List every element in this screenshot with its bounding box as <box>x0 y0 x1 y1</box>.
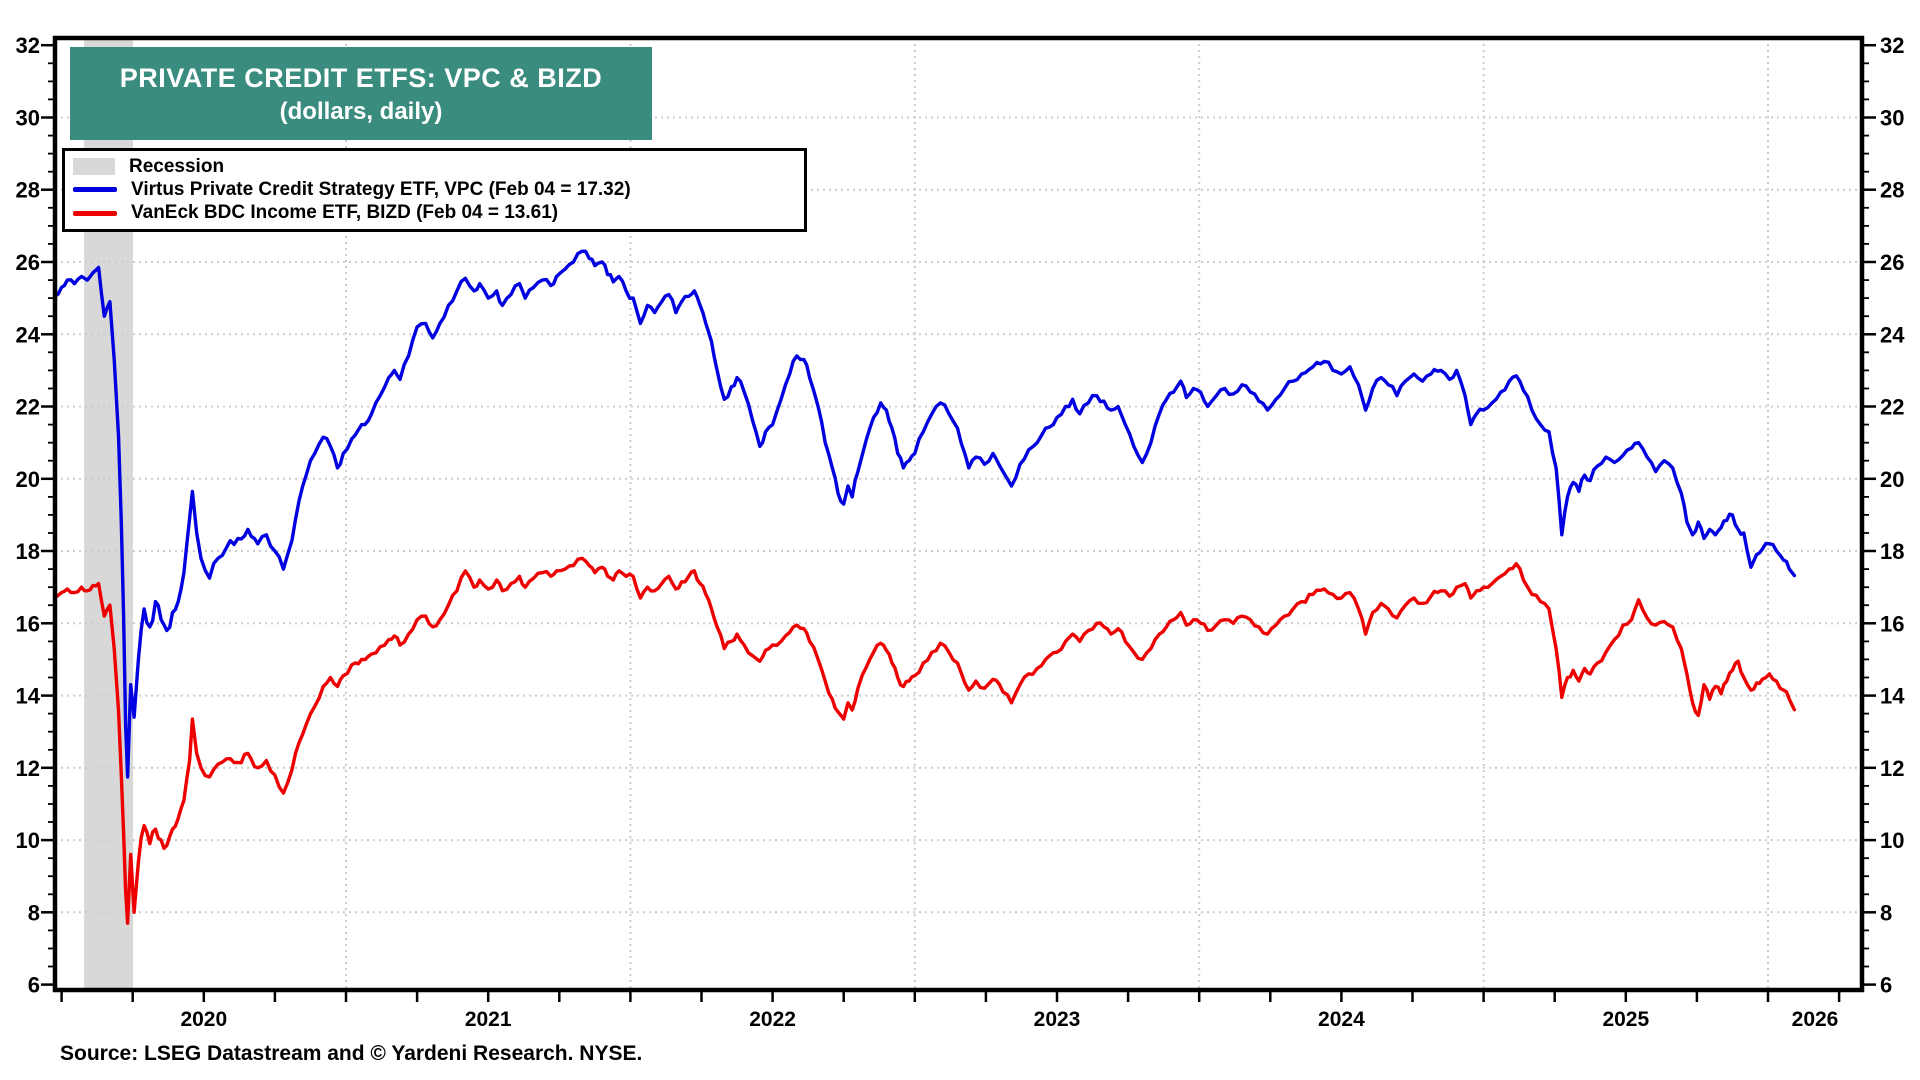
svg-text:14: 14 <box>1880 684 1905 709</box>
svg-text:2025: 2025 <box>1602 1008 1649 1031</box>
legend-box: Recession Virtus Private Credit Strategy… <box>62 148 807 232</box>
svg-text:28: 28 <box>16 178 40 203</box>
svg-text:24: 24 <box>16 322 41 347</box>
legend-label: Virtus Private Credit Strategy ETF, VPC … <box>131 178 631 200</box>
svg-text:16: 16 <box>1880 611 1904 636</box>
svg-text:2026: 2026 <box>1792 1008 1839 1031</box>
recession-swatch <box>73 158 115 176</box>
svg-text:18: 18 <box>16 539 40 564</box>
legend-item-vpc: Virtus Private Credit Strategy ETF, VPC … <box>73 178 796 201</box>
svg-text:10: 10 <box>1880 828 1904 853</box>
vpc-line-swatch <box>73 187 117 193</box>
chart-subtitle: (dollars, daily) <box>279 98 443 126</box>
svg-text:26: 26 <box>16 250 40 275</box>
chart-title: PRIVATE CREDIT ETFS: VPC & BIZD <box>119 62 603 93</box>
svg-text:8: 8 <box>28 900 40 925</box>
svg-text:10: 10 <box>16 828 40 853</box>
svg-text:30: 30 <box>1880 105 1904 130</box>
svg-text:2021: 2021 <box>465 1008 512 1031</box>
svg-text:26: 26 <box>1880 250 1904 275</box>
svg-text:2020: 2020 <box>180 1008 227 1031</box>
vpc-series-line <box>53 249 1797 779</box>
svg-text:6: 6 <box>28 973 40 998</box>
svg-text:12: 12 <box>1880 756 1904 781</box>
svg-text:2023: 2023 <box>1034 1008 1081 1031</box>
svg-text:32: 32 <box>1880 33 1904 58</box>
svg-text:8: 8 <box>1880 900 1892 925</box>
svg-text:18: 18 <box>1880 539 1904 564</box>
svg-text:32: 32 <box>16 33 40 58</box>
chart-title-box: PRIVATE CREDIT ETFS: VPC & BIZD (dollars… <box>70 47 652 140</box>
source-note: Source: LSEG Datastream and © Yardeni Re… <box>60 1042 643 1065</box>
svg-text:2024: 2024 <box>1318 1008 1365 1031</box>
bizd-series-line <box>53 556 1797 925</box>
svg-text:2022: 2022 <box>749 1008 796 1031</box>
svg-text:22: 22 <box>16 395 40 420</box>
axis-ticks <box>41 43 1876 1002</box>
legend-label: VanEck BDC Income ETF, BIZD (Feb 04 = 13… <box>131 202 559 224</box>
svg-text:14: 14 <box>16 684 41 709</box>
legend-item-bizd: VanEck BDC Income ETF, BIZD (Feb 04 = 13… <box>73 202 796 225</box>
legend-item-recession: Recession <box>73 155 796 178</box>
svg-text:6: 6 <box>1880 973 1892 998</box>
svg-text:20: 20 <box>16 467 40 492</box>
svg-text:16: 16 <box>16 611 40 636</box>
svg-text:28: 28 <box>1880 178 1904 203</box>
bizd-line-swatch <box>73 210 117 216</box>
svg-text:22: 22 <box>1880 395 1904 420</box>
legend-label: Recession <box>129 155 225 177</box>
svg-text:20: 20 <box>1880 467 1904 492</box>
svg-text:12: 12 <box>16 756 40 781</box>
svg-text:30: 30 <box>16 105 40 130</box>
svg-text:24: 24 <box>1880 322 1905 347</box>
